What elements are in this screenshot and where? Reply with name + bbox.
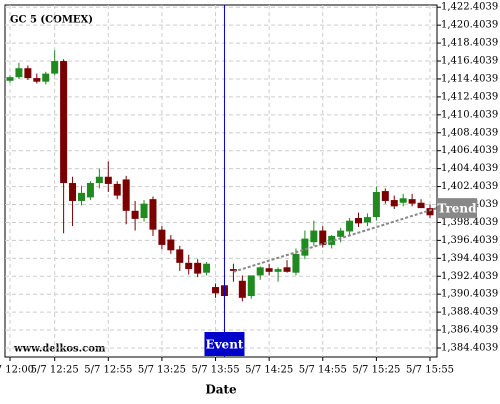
trend-label-box [437, 198, 477, 219]
candle-body [104, 176, 112, 184]
y-tick-label: 1,418.4039 [441, 38, 498, 49]
plot-frame [4, 4, 438, 358]
x-tick-label: 5/7 14:25 [245, 365, 293, 376]
candle-body [274, 269, 282, 272]
candle-body [77, 192, 85, 201]
x-tick-label: 5/7 13:25 [138, 365, 186, 376]
candle-body [399, 198, 407, 203]
candle-body [265, 268, 273, 272]
candle-body [301, 238, 309, 256]
y-tick-label: 1,398.4039 [441, 217, 498, 228]
candle-body [176, 249, 184, 263]
candle-body [69, 183, 77, 201]
candle-body [292, 253, 300, 273]
candle-body [33, 78, 41, 82]
y-tick-label: 1,414.4039 [441, 73, 498, 84]
candle-body [337, 230, 345, 237]
candle-body [256, 267, 264, 276]
candle-body [238, 280, 246, 298]
candle-body [417, 202, 425, 209]
y-tick-label: 1,420.4039 [441, 20, 498, 31]
candle-body [95, 176, 103, 184]
watermark: www.delkos.com [13, 344, 106, 355]
candle-body [113, 183, 121, 196]
y-tick-label: 1,394.4039 [441, 253, 498, 264]
x-tick-label: 5/7 12:25 [31, 365, 79, 376]
candle-body [6, 77, 14, 81]
y-tick-label: 1,412.4039 [441, 91, 498, 102]
candle-body [247, 275, 255, 297]
candle-body [328, 235, 336, 245]
x-tick-label: 5/7 14:55 [299, 365, 347, 376]
candle-body [229, 269, 237, 271]
x-tick-label: 5/7 12:00 [0, 365, 34, 376]
y-tick-label: 1,404.4039 [441, 163, 498, 174]
y-tick-label: 1,416.4039 [441, 56, 498, 67]
candle-body [426, 208, 434, 216]
candle-body [51, 61, 59, 74]
candle-body [212, 287, 220, 294]
candle-body [149, 199, 157, 230]
y-tick-label: 1,390.4039 [441, 289, 498, 300]
candle-body [319, 230, 327, 245]
event-label: Event [205, 338, 243, 352]
candle-body [140, 203, 148, 218]
candle-body [381, 191, 389, 201]
candle-body [363, 217, 371, 223]
x-tick-label: 5/7 13:55 [191, 365, 239, 376]
candle-body [122, 179, 130, 211]
candle-body [24, 68, 32, 79]
y-tick-label: 1,410.4039 [441, 109, 498, 120]
candle-body [310, 230, 318, 243]
candle-body [131, 210, 139, 219]
candle-body [167, 239, 175, 251]
candle-body [15, 68, 23, 78]
x-tick-label: 5/7 15:55 [406, 365, 454, 376]
y-tick-label: 1,406.4039 [441, 145, 498, 156]
y-tick-label: 1,386.4039 [441, 325, 498, 336]
y-tick-label: 1,384.4039 [441, 342, 498, 353]
x-tick-label: 5/7 12:55 [84, 365, 132, 376]
candle-body [86, 183, 94, 198]
event-label-box [204, 332, 245, 356]
candle-body [60, 61, 68, 184]
trend-line [233, 207, 438, 273]
y-tick-label: 1,422.4039 [441, 2, 498, 13]
y-tick-label: 1,396.4039 [441, 235, 498, 246]
candle-body [203, 263, 211, 273]
trend-label: Trend [437, 202, 477, 216]
x-tick-label: 5/7 15:25 [352, 365, 400, 376]
candle-body [355, 217, 363, 224]
candle-body [158, 229, 166, 245]
candle-body [283, 267, 291, 272]
candle-body [390, 200, 398, 207]
candle-body [408, 199, 416, 204]
candle-body [42, 73, 50, 82]
x-axis-title: Date [205, 383, 237, 397]
y-tick-label: 1,402.4039 [441, 181, 498, 192]
candle-body [185, 262, 193, 270]
candle-body [372, 191, 380, 218]
y-tick-label: 1,408.4039 [441, 127, 498, 138]
candle-body [194, 262, 202, 274]
candle-body [346, 220, 354, 232]
y-tick-label: 1,392.4039 [441, 271, 498, 282]
y-tick-label: 1,388.4039 [441, 307, 498, 318]
chart-title: GC 5 (COMEX) [10, 15, 93, 26]
